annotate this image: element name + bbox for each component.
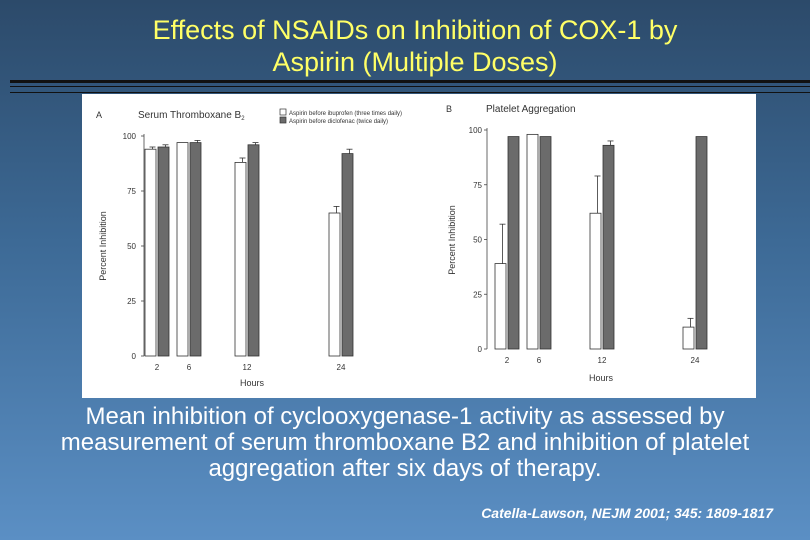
bar	[526, 133, 539, 350]
slide-title-line-2: Aspirin (Multiple Doses)	[272, 47, 558, 77]
panel-title-subscript: 2	[241, 116, 245, 122]
legend-label: Aspirin before ibuprofen (three times da…	[289, 111, 402, 117]
bar	[176, 142, 189, 357]
figure-panel: A Serum Thromboxane B2 0 25 50 75 100 Percent I…	[82, 94, 756, 398]
slide-title-line-1: Effects of NSAIDs on Inhibition of COX-1…	[152, 15, 678, 45]
x-tick-label: 2	[155, 363, 160, 372]
panel-letter: B	[446, 104, 452, 114]
legend-swatch	[279, 108, 287, 116]
chart-svg: A Serum Thromboxane B2 0 25 50 75 100 Percent I…	[96, 104, 708, 388]
x-tick-label: 2	[505, 356, 510, 365]
bar	[341, 153, 354, 357]
bar	[507, 136, 520, 350]
bar	[602, 144, 615, 350]
legend-label: Aspirin before diclofenac (twice daily)	[289, 119, 388, 125]
bar	[589, 212, 602, 350]
x-tick-label: 24	[337, 363, 346, 372]
y-tick-label: 75	[127, 187, 136, 196]
y-axis-label: Percent Inhibition	[98, 211, 108, 281]
x-axis-label: Hours	[240, 378, 265, 388]
caption: Mean inhibition of cyclooxygenase-1 acti…	[60, 403, 750, 482]
panel-letter: A	[96, 110, 102, 120]
bar	[144, 148, 157, 357]
bar	[189, 142, 202, 357]
x-tick-label: 6	[537, 356, 542, 365]
y-tick-label: 25	[473, 290, 482, 299]
bar	[234, 162, 247, 357]
y-tick-label: 25	[127, 297, 136, 306]
bar	[494, 263, 507, 350]
title-divider	[10, 80, 810, 93]
y-tick-label: 0	[132, 352, 137, 361]
bar	[539, 136, 552, 350]
bar	[247, 144, 260, 357]
x-tick-label: 6	[187, 363, 192, 372]
y-tick-label: 100	[469, 126, 483, 135]
slide-title: Effects of NSAIDs on Inhibition of COX-1…	[0, 14, 810, 78]
panel-title: Platelet Aggregation	[486, 104, 576, 115]
x-tick-label: 24	[691, 356, 700, 365]
y-tick-label: 50	[473, 236, 482, 245]
legend-swatch	[279, 116, 287, 124]
y-tick-label: 100	[123, 132, 137, 141]
panel-title: Serum Thromboxane B2	[138, 110, 245, 122]
bar	[328, 212, 341, 357]
citation: Catella-Lawson, NEJM 2001; 345: 1809-181…	[481, 505, 773, 521]
y-tick-label: 0	[478, 345, 483, 354]
y-axis-label: Percent Inhibition	[447, 205, 457, 275]
bar	[157, 146, 170, 357]
y-tick-label: 75	[473, 181, 482, 190]
x-tick-label: 12	[598, 356, 607, 365]
bar	[682, 326, 695, 350]
y-tick-label: 50	[127, 242, 136, 251]
bar	[695, 136, 708, 350]
x-axis-label: Hours	[589, 373, 614, 383]
x-tick-label: 12	[243, 363, 252, 372]
